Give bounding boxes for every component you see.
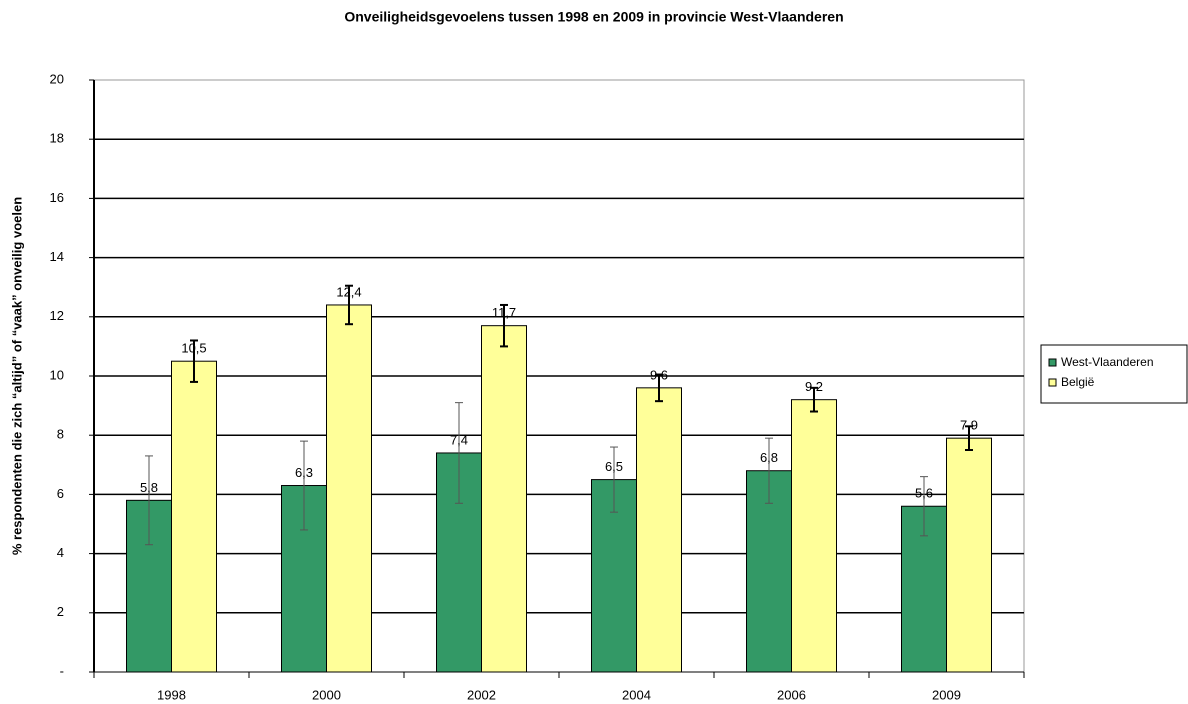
x-tick-label: 2009: [932, 687, 961, 702]
y-tick-label: 12: [50, 308, 64, 323]
y-axis-label: % respondenten die zich “altijd” of “vaa…: [9, 197, 24, 555]
y-tick-label: 14: [50, 249, 64, 264]
data-label: 12,4: [336, 284, 361, 299]
y-tick-label: 4: [57, 545, 64, 560]
legend-swatch: [1048, 358, 1057, 367]
data-label: 5,8: [140, 480, 158, 495]
x-tick-label: 2004: [622, 687, 651, 702]
x-tick-label: 2000: [312, 687, 341, 702]
y-tick-label: 6: [57, 486, 64, 501]
bar: [746, 470, 792, 673]
legend-label: West-Vlaanderen: [1061, 355, 1154, 369]
data-label: 7,9: [960, 418, 978, 433]
data-label: 6,8: [760, 450, 778, 465]
data-label: 11,7: [492, 305, 516, 320]
data-label: 6,5: [605, 459, 623, 474]
y-tick-label: 8: [57, 427, 64, 442]
data-label: 7,4: [450, 432, 468, 447]
bar: [326, 304, 372, 673]
legend-label: België: [1061, 375, 1095, 389]
bar: [636, 387, 682, 673]
x-tick-label: 1998: [157, 687, 186, 702]
y-tick-label: 16: [50, 190, 64, 205]
legend-box: [1040, 344, 1188, 404]
legend-swatch: [1048, 378, 1057, 387]
bar: [791, 399, 837, 673]
data-label: 10,5: [181, 341, 206, 356]
x-tick-label: 2006: [777, 687, 806, 702]
y-tick-label: 18: [50, 131, 64, 146]
bar: [481, 325, 527, 673]
data-label: 6,3: [295, 465, 313, 480]
x-tick-label: 2002: [467, 687, 496, 702]
y-tick-label: -: [60, 663, 64, 678]
y-tick-label: 10: [50, 367, 64, 382]
data-label: 9,2: [805, 379, 823, 394]
chart-title: Onveiligheidsgevoelens tussen 1998 en 20…: [344, 9, 843, 25]
data-label: 5,6: [915, 486, 933, 501]
bar: [171, 360, 217, 673]
y-tick-label: 2: [57, 604, 64, 619]
y-tick-label: 20: [50, 71, 64, 86]
data-label: 9,6: [650, 367, 668, 382]
bar: [946, 437, 992, 673]
